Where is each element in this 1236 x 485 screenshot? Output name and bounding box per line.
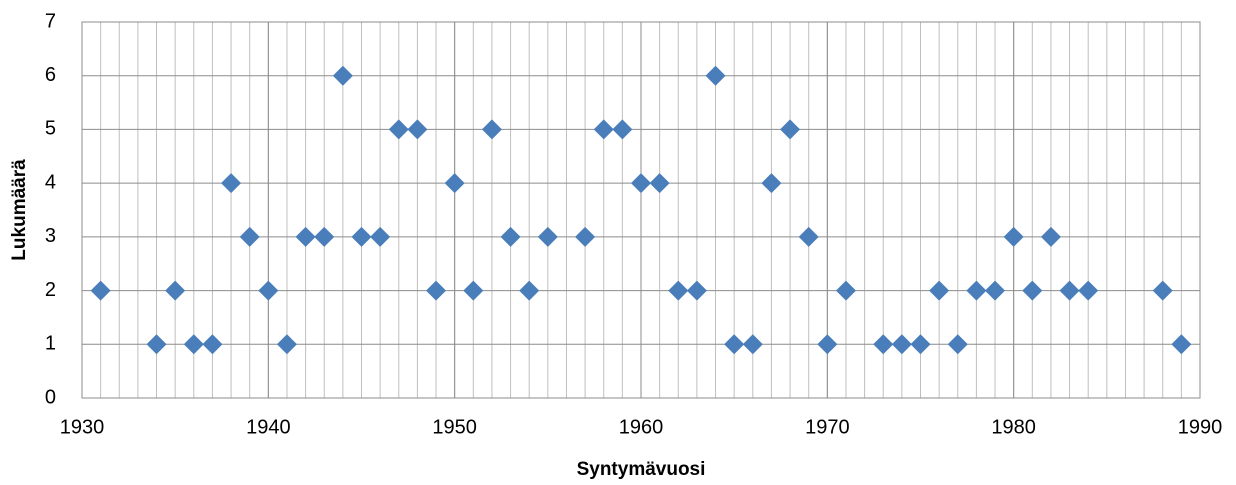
marker (221, 173, 242, 194)
marker (929, 280, 950, 301)
marker (426, 280, 447, 301)
marker (835, 280, 856, 301)
x-tick-label: 1930 (60, 416, 105, 438)
x-axis-label: Syntymävuosi (577, 459, 706, 480)
marker (239, 226, 260, 247)
marker (314, 226, 335, 247)
marker (985, 280, 1006, 301)
marker (649, 173, 670, 194)
marker (1022, 280, 1043, 301)
y-tick-label: 4 (45, 171, 56, 193)
marker (183, 334, 204, 355)
marker (463, 280, 484, 301)
marker (332, 65, 353, 86)
marker (1059, 280, 1080, 301)
x-tick-label: 1940 (246, 416, 291, 438)
marker (761, 173, 782, 194)
marker (612, 119, 633, 140)
marker (686, 280, 707, 301)
marker (631, 173, 651, 194)
marker (724, 334, 745, 355)
marker (1003, 226, 1024, 247)
marker (668, 280, 689, 301)
marker (817, 334, 838, 355)
y-tick-label: 2 (45, 279, 56, 301)
marker (1171, 334, 1192, 355)
x-tick-label: 1980 (991, 416, 1036, 438)
marker (1152, 280, 1173, 301)
x-tick-label: 1970 (805, 416, 850, 438)
marker (295, 226, 316, 247)
marker (165, 280, 186, 301)
y-tick-label: 3 (45, 225, 56, 247)
marker (444, 173, 465, 194)
marker (537, 226, 558, 247)
x-tick-label: 1990 (1178, 416, 1223, 438)
marker (519, 280, 540, 301)
marker (593, 119, 614, 140)
marker (780, 119, 801, 140)
x-tick-label: 1960 (619, 416, 664, 438)
marker (910, 334, 931, 355)
marker (146, 334, 167, 355)
marker (276, 334, 297, 355)
marker (798, 226, 819, 247)
marker (1078, 280, 1099, 301)
marker (388, 119, 409, 140)
marker (258, 280, 279, 301)
marker (500, 226, 521, 247)
y-axis-label: Lukumäärä (9, 159, 30, 261)
marker (947, 334, 968, 355)
y-tick-label: 1 (45, 333, 56, 355)
marker (1040, 226, 1061, 247)
marker (351, 226, 372, 247)
marker (705, 65, 726, 86)
marker (873, 334, 894, 355)
x-tick-label: 1950 (432, 416, 477, 438)
y-tick-label: 5 (45, 118, 56, 140)
marker (575, 226, 596, 247)
marker (481, 119, 502, 140)
y-tick-label: 6 (45, 64, 56, 86)
marker (90, 280, 111, 301)
y-tick-label: 0 (45, 386, 56, 408)
plot-border (81, 21, 1201, 399)
marker (742, 334, 763, 355)
marker (966, 280, 987, 301)
marker (891, 334, 912, 355)
marker (202, 334, 223, 355)
y-tick-label: 7 (45, 10, 56, 32)
marker (407, 119, 428, 140)
marker (370, 226, 391, 247)
